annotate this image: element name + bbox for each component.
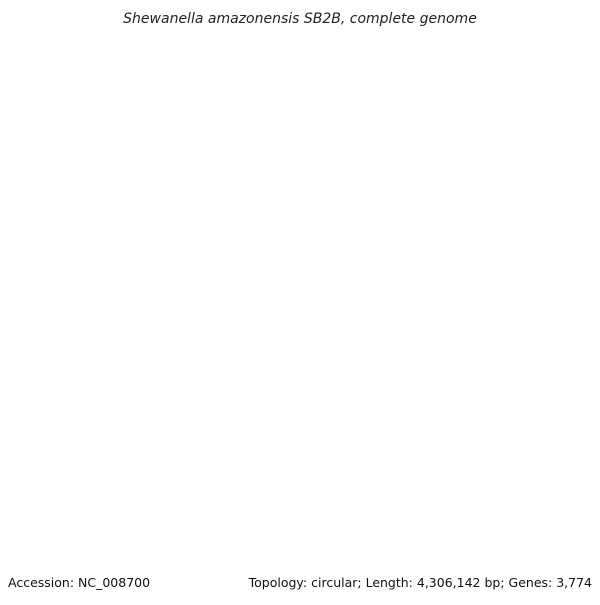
map-title: Shewanella amazonensis SB2B, complete ge… bbox=[123, 11, 477, 27]
topology-text: Topology: circular; Length: 4,306,142 bp… bbox=[248, 575, 592, 590]
accession-text: Accession: NC_008700 bbox=[8, 575, 150, 590]
